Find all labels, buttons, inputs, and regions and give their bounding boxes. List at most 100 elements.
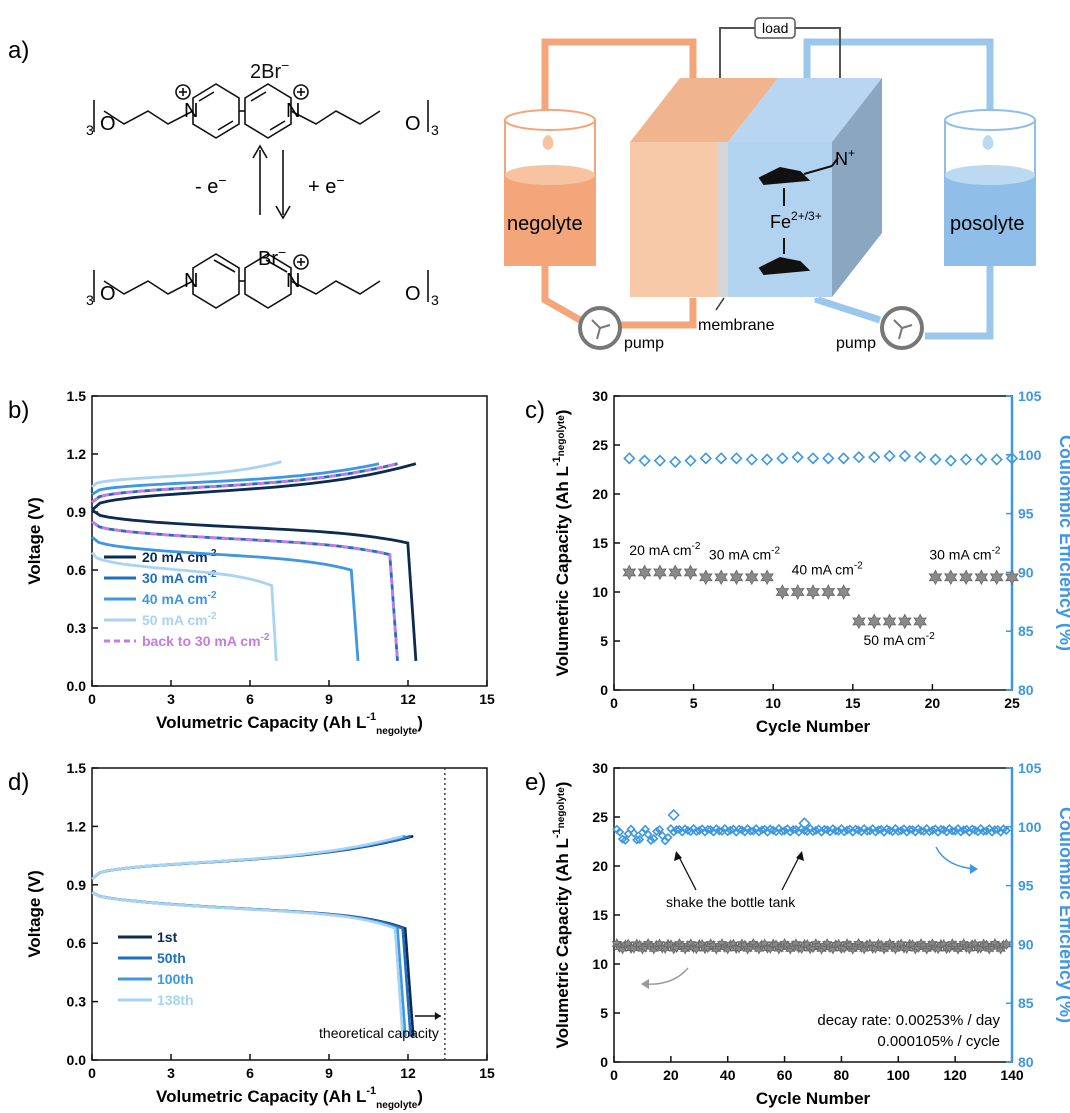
y-axis-label-sub: negolyte [556,787,567,829]
efficiency-point [615,827,625,837]
oxygen-right-bottom: O [405,283,421,305]
y2-tick-label: 90 [1018,564,1034,580]
y-tick-label: 15 [592,535,608,551]
y-axis-label: Voltage (V) [25,497,44,585]
y-tick-label: 0.9 [67,504,87,520]
legend-sup: -2 [208,590,217,601]
y2-tick-label: 105 [1018,388,1042,404]
annotation-text: 30 mA cm [709,547,771,563]
repeat-left-bottom: 3 [86,292,94,308]
x-tick-label: 15 [479,691,495,707]
y2-tick-label: 85 [1018,995,1034,1011]
charge-curve-5 [91,462,398,504]
theoretical-capacity-label: theoretical capacity [319,1025,439,1041]
discharge-curve-4 [91,891,404,1037]
posolyte-label: posolyte [950,213,1025,235]
efficiency-point [852,451,866,464]
pump-left-icon [578,306,622,350]
efficiency-point [694,825,704,836]
y-axis-label-main: Volumetric Capacity (Ah L [553,466,572,676]
efficiency-point [822,452,835,465]
efficiency-point [842,825,852,835]
x-tick-label: 0 [610,1067,618,1083]
rate-annotation-3: 40 mA cm-2 [792,560,864,577]
efficiency-point [808,826,818,837]
legend-entry-4: 138th [157,992,194,1008]
legend-text: 40 mA cm [142,591,208,607]
efficiency-point [959,825,969,835]
efficiency-point [802,826,812,837]
y-tick-label: 10 [592,584,608,600]
x-tick-label: 12 [400,691,416,707]
efficiency-point [870,827,881,837]
y-tick-label: 5 [600,633,608,649]
efficiency-point [1005,452,1019,465]
x-tick-label: 40 [720,1067,736,1083]
panel-label-b: b) [8,397,29,424]
capacity-point [622,564,637,581]
x-axis-label: Cycle Number [756,1089,871,1108]
capacity-point [806,584,820,600]
ferrocene-icon [758,157,839,276]
efficiency-point [873,825,884,835]
efficiency-point [862,826,872,836]
shake-annotation: shake the bottle tank [666,894,796,910]
annotation-sup: -2 [854,560,863,571]
oxygen-left-top: O [100,113,116,135]
shake-arrowhead-1 [674,851,682,861]
capacity-point [959,569,973,586]
annotation-sup: -2 [692,541,701,552]
capacity-point [714,569,728,586]
y-tick-label: 1.5 [67,760,87,776]
efficiency-point [691,826,702,837]
efficiency-point [776,452,789,465]
efficiency-point [990,453,1003,466]
membrane-slab [718,142,728,297]
y2-tick-label: 100 [1018,819,1042,835]
efficiency-point [653,454,667,467]
x-tick-label: 25 [1004,695,1020,711]
efficiency-point [779,826,790,836]
capacity-point [760,569,774,586]
panel-label-e: e) [525,769,546,796]
x-tick-label: 0 [88,691,96,707]
pump-left-label: pump [624,335,664,352]
x-tick-label: 15 [479,1065,495,1081]
efficiency-point [1001,825,1011,836]
y2-axis-label: Coulombic Efficiency (%) [1056,435,1070,651]
x-axis-label-sub: negolyte [376,726,418,737]
nitrogen-left-top: N [184,100,198,122]
efficiency-axis-arrowhead [970,864,978,874]
x-tick-label: 12 [400,1065,416,1081]
efficiency-point [669,827,679,837]
efficiency-point [757,825,767,835]
membrane-label: membrane [698,317,775,334]
decay-rate-cycle: 0.000105% / cycle [877,1033,1000,1050]
legend-entry-2: 50th [157,950,186,966]
y2-tick-label: 105 [1018,760,1042,776]
y-tick-label: 1.2 [67,818,87,834]
x-axis-label: Volumetric Capacity (Ah L-1negolyte) [156,1085,423,1111]
charge-curve-3 [91,462,380,496]
y-tick-label: 0.0 [67,678,87,694]
efficiency-point [638,454,651,467]
cell-front-neg [630,142,718,297]
plot-frame [91,395,488,687]
x-tick-label: 5 [690,695,698,711]
x-tick-label: 9 [325,691,333,707]
efficiency-spike [667,808,680,822]
efficiency-point [893,826,903,837]
efficiency-point [717,826,727,836]
y2-tick-label: 85 [1018,623,1034,639]
rate-annotation-2: 30 mA cm-2 [709,546,781,563]
capacity-point [653,564,667,581]
capacity-point [898,613,912,630]
y-tick-label: 0.9 [67,877,87,893]
efficiency-point [919,826,929,836]
capacity-point [821,584,836,600]
capacity-point [637,564,652,581]
efficiency-point [723,827,733,837]
panel-label-d: d) [8,769,29,796]
y-axis-label-close: ) [553,410,572,416]
x-tick-label: 0 [610,695,618,711]
